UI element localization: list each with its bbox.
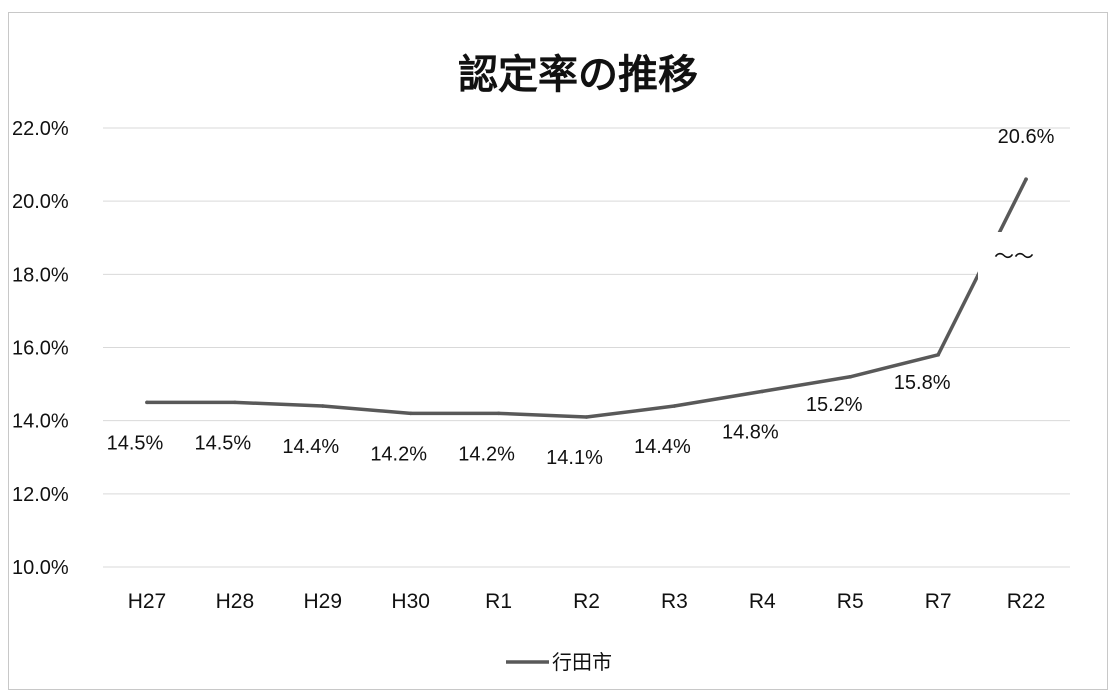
y-tick-label: 22.0% <box>12 118 69 140</box>
chart-title: 認定率の推移 <box>458 52 698 98</box>
data-point <box>584 415 589 419</box>
x-tick-label: R3 <box>661 590 688 613</box>
series-line-group <box>145 177 1028 419</box>
x-tick-label: R2 <box>573 590 600 613</box>
data-label: 14.4% <box>634 436 691 458</box>
y-tick-label: 16.0% <box>12 338 69 360</box>
break-marker-box <box>978 232 1070 292</box>
x-tick-label: R7 <box>925 590 952 613</box>
data-point <box>848 374 853 379</box>
data-point <box>496 411 501 416</box>
x-tick-label: R4 <box>749 590 776 613</box>
chart-frame <box>8 12 1108 690</box>
axis-break-marker: 〜〜 <box>978 232 1070 292</box>
x-axis-ticks: H27 H28 H29 H30 R1 R2 R3 R4 R5 R7 R22 <box>128 590 1046 613</box>
y-tick-label: 18.0% <box>12 264 69 286</box>
data-point <box>936 353 940 357</box>
data-point <box>320 404 325 408</box>
y-tick-label: 12.0% <box>12 484 69 506</box>
data-label: 15.8% <box>894 372 951 394</box>
legend-label: 行田市 <box>552 650 612 674</box>
y-axis-ticks: 10.0% 12.0% 14.0% 16.0% 18.0% 20.0% 22.0% <box>12 118 69 579</box>
y-tick-label: 20.0% <box>12 191 69 213</box>
data-point <box>408 411 413 416</box>
x-tick-label: R5 <box>837 590 864 613</box>
y-tick-label: 10.0% <box>12 557 69 579</box>
legend: 行田市 <box>506 650 612 674</box>
x-tick-label: H30 <box>391 590 430 613</box>
x-tick-label: H27 <box>128 590 167 613</box>
data-point <box>233 400 237 405</box>
x-tick-label: H28 <box>216 590 255 613</box>
x-tick-label: H29 <box>304 590 343 613</box>
data-label: 14.1% <box>546 447 603 469</box>
gridlines <box>103 127 1070 568</box>
data-label: 20.6% <box>998 126 1055 148</box>
data-label: 14.5% <box>195 432 252 454</box>
data-label: 14.2% <box>458 443 515 465</box>
data-labels: 14.5% 14.5% 14.4% 14.2% 14.2% 14.1% 14.4% 14.8%… <box>107 126 1055 469</box>
break-marker-text: 〜〜 <box>994 246 1034 268</box>
data-label: 14.2% <box>370 443 427 465</box>
data-label: 14.8% <box>722 421 779 443</box>
data-point <box>1024 177 1028 182</box>
data-label: 14.5% <box>107 432 164 454</box>
data-point <box>672 404 677 408</box>
data-label: 15.2% <box>806 394 863 416</box>
y-tick-label: 14.0% <box>12 411 69 433</box>
data-label: 14.4% <box>282 436 339 458</box>
x-tick-label: R22 <box>1007 590 1046 613</box>
data-point <box>760 389 765 394</box>
x-tick-label: R1 <box>485 590 512 613</box>
data-point <box>145 400 149 405</box>
